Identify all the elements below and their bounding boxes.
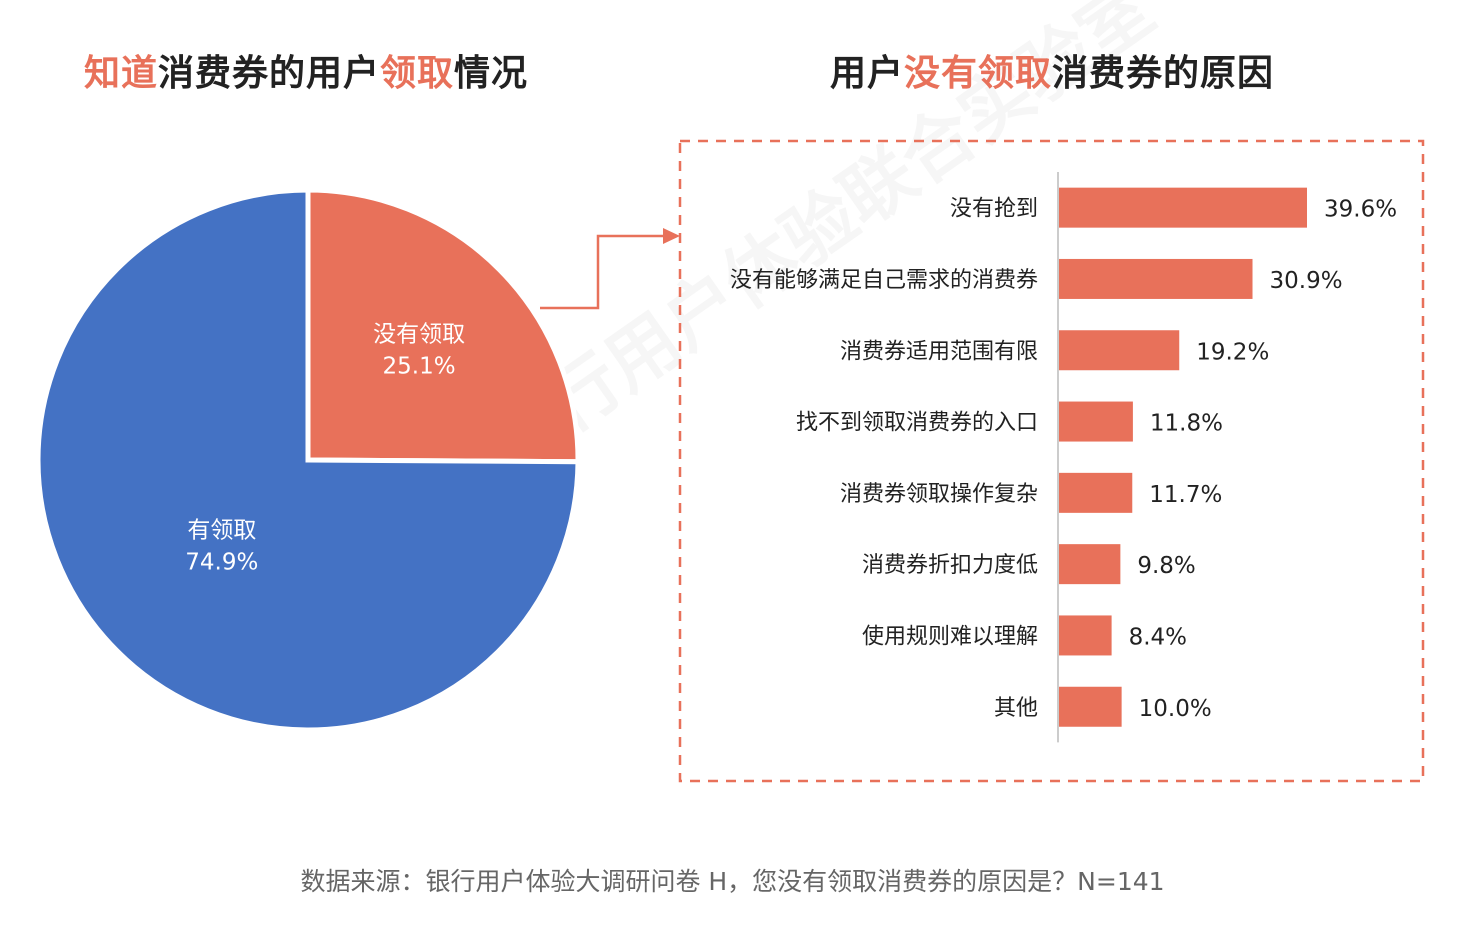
bar-1 (1059, 258, 1253, 299)
left-title-part-3: 情况 (454, 53, 529, 94)
right-title-part-1: 没有领取 (904, 53, 1053, 94)
left-title-part-2: 领取 (380, 53, 455, 94)
pie-slice-1 (35, 187, 581, 733)
bar-value-label-4: 11.7% (1149, 482, 1222, 508)
pie-slice-value-1: 74.9% (185, 550, 258, 576)
bar-value-label-0: 39.6% (1324, 197, 1397, 223)
bar-category-label-3: 找不到领取消费券的入口 (796, 411, 1038, 436)
connector-line (540, 234, 663, 310)
bar-3 (1059, 401, 1133, 442)
bar-7 (1059, 686, 1122, 727)
bar-value-label-5: 9.8% (1137, 553, 1195, 579)
data-source-note: 数据来源：银行用户体验大调研问卷 H，您没有领取消费券的原因是？N=141 (300, 867, 1165, 896)
bar-0 (1059, 187, 1307, 228)
pie-slice-value-0: 25.1% (383, 354, 456, 380)
right-title-part-2: 消费券的原因 (1052, 53, 1275, 94)
left-title-part-1: 消费券的用户 (158, 53, 381, 94)
bar-chart-frame (678, 139, 1425, 783)
pie-slice-0 (305, 187, 581, 465)
pie-slice-label-1: 有领取 (187, 518, 256, 544)
right-title-part-0: 用户 (830, 53, 905, 94)
bar-5 (1059, 544, 1121, 585)
bar-value-label-1: 30.9% (1270, 268, 1343, 294)
pie-chart: 没有领取 25.1% 有领取 74.9% (35, 187, 581, 733)
bar-value-label-2: 19.2% (1196, 339, 1269, 365)
bar-6 (1059, 615, 1112, 656)
bar-value-label-6: 8.4% (1129, 624, 1187, 650)
bar-category-label-1: 没有能够满足自己需求的消费券 (730, 268, 1038, 293)
bar-value-label-7: 10.0% (1139, 696, 1212, 722)
bar-category-label-7: 其他 (994, 696, 1038, 721)
bar-4 (1059, 472, 1133, 513)
right-chart-title: 用户没有领取消费券的原因 (830, 44, 1274, 96)
connector-arrow-icon (663, 228, 680, 244)
bar-category-label-0: 没有抢到 (950, 197, 1038, 222)
left-chart-title: 知道消费券的用户领取情况 (84, 44, 528, 96)
bar-2 (1059, 330, 1180, 371)
pie-slice-label-0: 没有领取 (373, 322, 465, 348)
bar-value-label-3: 11.8% (1150, 411, 1223, 437)
bar-category-label-6: 使用规则难以理解 (862, 624, 1038, 649)
bar-category-label-5: 消费券折扣力度低 (862, 553, 1038, 578)
left-title-part-0: 知道 (84, 53, 159, 94)
bar-category-label-2: 消费券适用范围有限 (840, 339, 1038, 364)
bar-category-label-4: 消费券领取操作复杂 (840, 482, 1038, 507)
